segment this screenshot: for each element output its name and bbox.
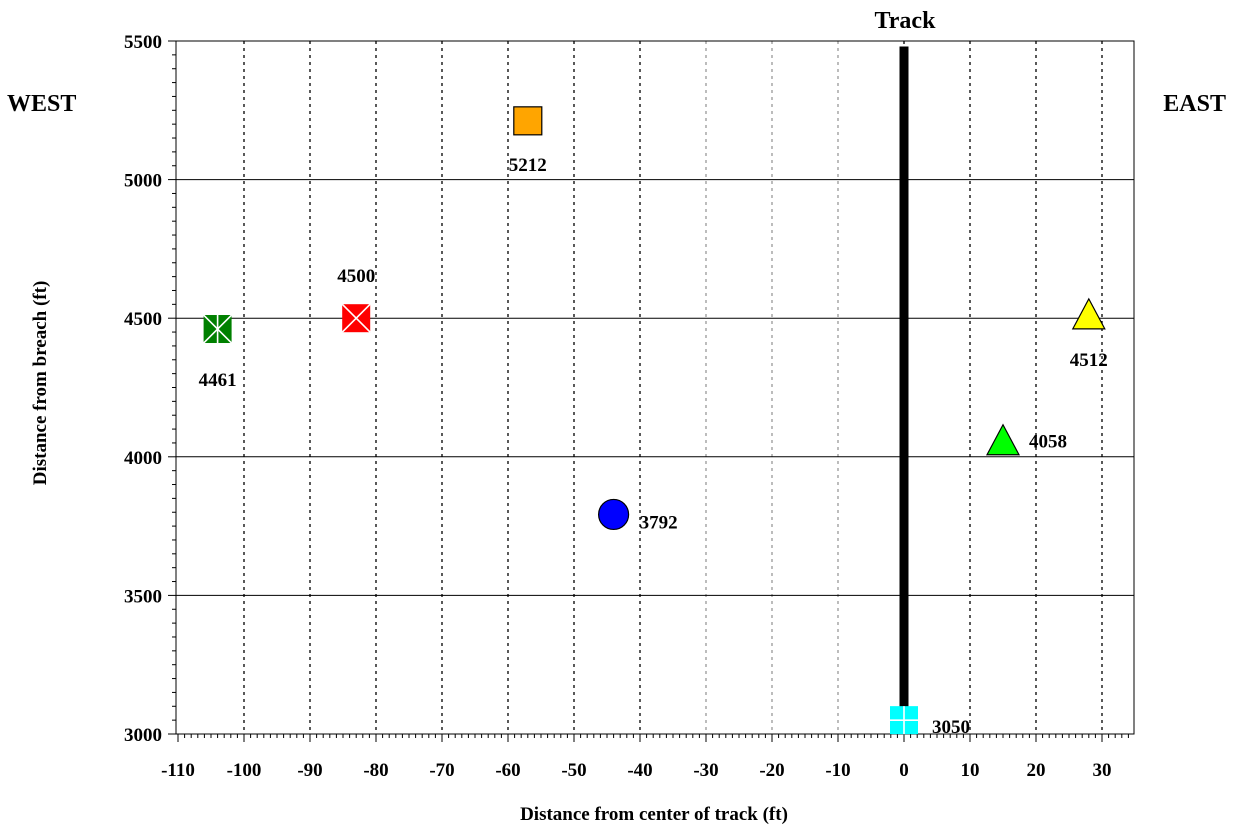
point-label: 4461: [199, 370, 237, 391]
x-tick-label: -90: [297, 760, 322, 781]
x-axis-title: Distance from center of track (ft): [520, 804, 788, 825]
y-tick-label: 3000: [124, 725, 162, 746]
x-tick-label: 30: [1093, 760, 1112, 781]
track-label: Track: [875, 8, 937, 34]
y-tick-label: 5500: [124, 32, 162, 53]
point-label: 4058: [1029, 432, 1067, 453]
y-tick-label: 4000: [124, 448, 162, 469]
x-tick-label: -30: [693, 760, 718, 781]
x-tick-label: -70: [429, 760, 454, 781]
x-tick-label: 10: [961, 760, 980, 781]
axis-ticks: -110 -100 -90 -80 -70 -60 -50 -40 -30 -20 -10 0 10 20…: [124, 32, 1129, 781]
labels: 5212 4500 4461 3792 4512 4058 3050: [199, 155, 1108, 738]
point-label: 4500: [337, 266, 375, 287]
west-label: WEST: [7, 91, 76, 117]
point-label: 5212: [509, 155, 547, 176]
point-marker: [1071, 297, 1106, 330]
point-marker: [597, 498, 630, 531]
plot-frame: [175, 40, 1135, 735]
y-tick-label: 4500: [124, 309, 162, 330]
x-tick-label: -110: [161, 760, 195, 781]
x-tick-label: 20: [1027, 760, 1046, 781]
y-tick-label: 5000: [124, 171, 162, 192]
x-tick-label: -100: [227, 760, 262, 781]
y-tick-label: 3500: [124, 586, 162, 607]
y-axis-title: Distance from breach (ft): [30, 281, 51, 486]
point-marker: [513, 106, 543, 136]
x-tick-label: -50: [561, 760, 586, 781]
data-points: [203, 106, 1106, 735]
x-tick-label: -40: [627, 760, 652, 781]
x-tick-label: -60: [495, 760, 520, 781]
point-label: 3792: [640, 512, 678, 533]
point-marker: [986, 423, 1020, 456]
point-label: 3050: [932, 717, 970, 738]
point-label: 4512: [1070, 350, 1108, 371]
marker-stroke: [341, 303, 371, 333]
x-tick-label: -20: [759, 760, 784, 781]
x-tick-label: -80: [363, 760, 388, 781]
x-tick-label: -10: [825, 760, 850, 781]
grid: [176, 41, 1134, 734]
east-label: EAST: [1163, 91, 1226, 117]
x-tick-label: 0: [899, 760, 909, 781]
